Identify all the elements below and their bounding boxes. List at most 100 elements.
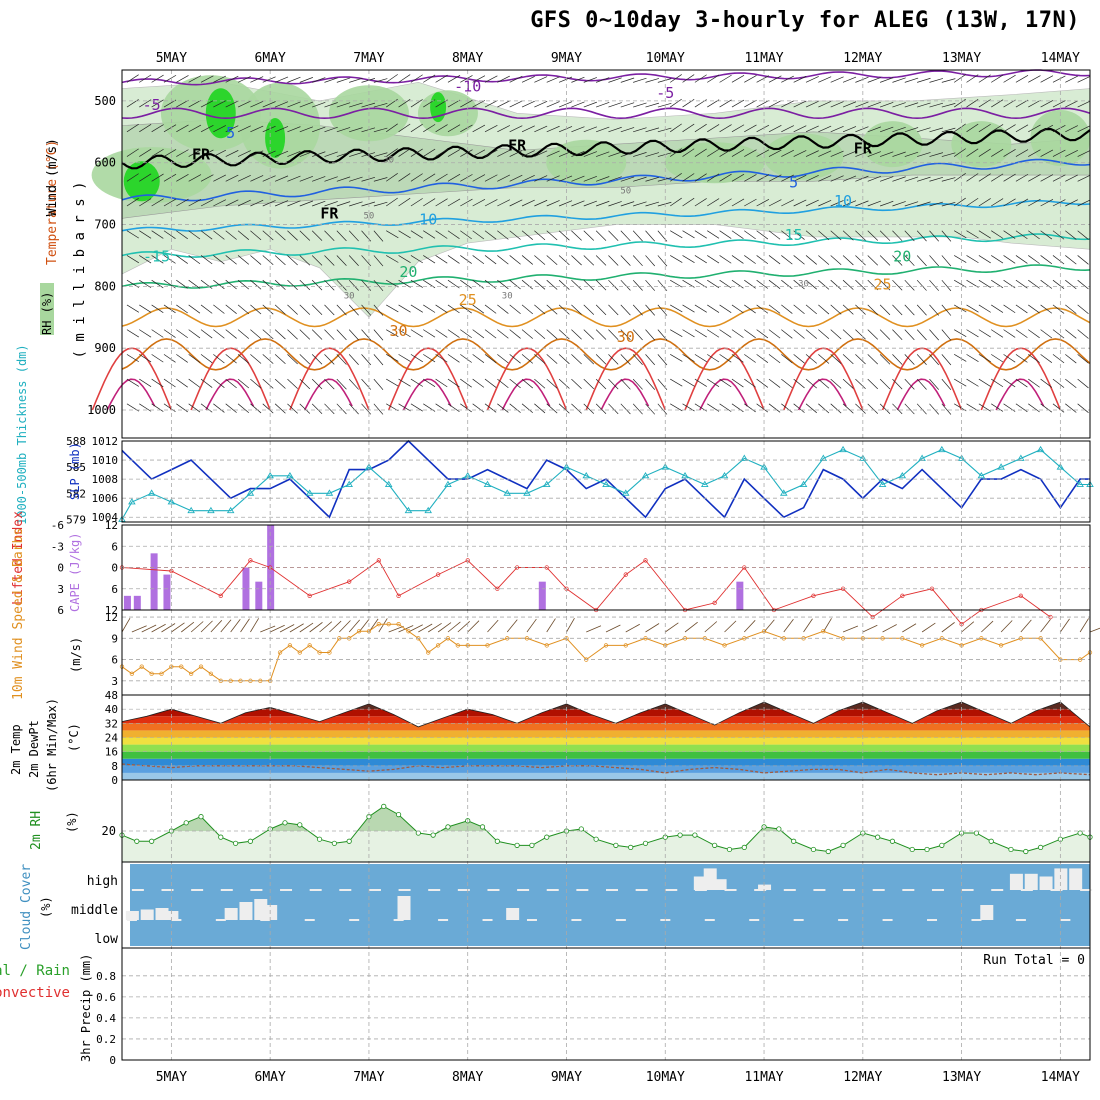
wind-barb <box>435 304 448 313</box>
wind-barb <box>447 74 461 83</box>
surface-wind-barb <box>981 620 994 633</box>
wind-barb <box>694 148 707 157</box>
wind-barb <box>682 123 695 133</box>
wind-barb <box>447 354 460 363</box>
wind-barb <box>670 173 682 182</box>
thickness-point <box>1076 480 1084 487</box>
wind-barb <box>188 329 201 339</box>
wind-barb <box>842 230 854 241</box>
thickness-point <box>345 480 353 487</box>
temp-band <box>122 723 1090 731</box>
wind-barb <box>398 74 411 83</box>
day-label-top: 12MAY <box>843 51 882 66</box>
wind-barb <box>324 378 335 390</box>
wind-barb <box>879 230 891 241</box>
wind-barb <box>916 255 927 267</box>
wind-barb <box>386 197 398 207</box>
wind-barb <box>744 403 756 413</box>
wind-barb <box>682 255 695 264</box>
wind-barb <box>336 127 351 133</box>
rh2m-point <box>331 840 337 846</box>
wind-barb <box>1003 173 1016 182</box>
wind-barb <box>1077 329 1089 339</box>
wind-speed-point <box>297 650 302 655</box>
wind-barb <box>262 255 274 265</box>
surface-wind-barb <box>230 618 241 633</box>
wind-barb <box>386 255 399 263</box>
wind-barb <box>237 174 251 182</box>
pressure-tick: 600 <box>94 156 116 170</box>
surface-wind-barb <box>1040 619 1051 633</box>
wind-barb <box>1052 354 1065 364</box>
wind-barb <box>916 230 927 242</box>
wind-barb <box>632 403 643 415</box>
wind-barb <box>348 354 359 365</box>
wind-barb <box>670 230 683 239</box>
wind-barb <box>608 279 619 291</box>
wind-barb <box>423 74 436 83</box>
wind-barb <box>534 199 548 207</box>
wind-barb <box>904 230 915 242</box>
run-total: Run Total = 0 <box>983 953 1085 968</box>
surface-wind-barb <box>240 618 250 633</box>
wind-barb <box>1015 304 1028 314</box>
wind-barb <box>472 329 485 339</box>
wind-barb <box>1040 255 1053 265</box>
wind-barb <box>941 230 952 242</box>
wind-barb <box>1065 149 1078 157</box>
wind-barb <box>744 75 757 83</box>
wind-barb <box>892 151 906 157</box>
wind-barb <box>781 75 794 83</box>
wind-barb <box>595 354 607 365</box>
isotherm-label: 5 <box>226 124 235 142</box>
wind-barb <box>805 150 819 157</box>
surface-wind-barb <box>279 624 295 633</box>
dewpoint-line <box>121 763 1091 776</box>
wind-barb <box>274 279 286 290</box>
lifted-index-point <box>396 593 401 598</box>
wind-barb <box>595 403 607 414</box>
wind-barb <box>768 279 781 289</box>
wind-barb <box>225 230 237 240</box>
wind-barb <box>447 173 461 182</box>
wind-barb <box>583 354 595 365</box>
cloud-bar-high <box>713 879 727 890</box>
wind-barb <box>1065 255 1077 265</box>
wind-barb <box>917 201 931 207</box>
wind-barb <box>509 304 521 314</box>
lifted-index-point <box>900 593 905 598</box>
wind-barb <box>670 123 682 133</box>
wind-barb <box>299 151 313 157</box>
wind-barb <box>670 148 682 157</box>
wind-barb <box>805 125 819 133</box>
wind-barb <box>793 199 807 207</box>
wind-barb <box>361 378 372 390</box>
wind-barb <box>756 100 770 108</box>
wind-barb <box>274 255 286 266</box>
wind-barb <box>571 101 585 108</box>
wind-barb <box>916 304 927 316</box>
wind-barb <box>348 230 359 242</box>
thickness-point <box>542 480 551 487</box>
wind-barb <box>805 230 817 240</box>
precip-tick: 0.8 <box>96 970 116 983</box>
isotherm-40-dome <box>600 378 650 411</box>
wind-barb <box>188 149 202 157</box>
wind-barb <box>163 255 176 264</box>
surface-wind-barb <box>921 622 936 633</box>
wind-barb <box>262 200 276 207</box>
wind-barb <box>756 403 769 413</box>
wind-barb <box>200 100 214 108</box>
wind-barb <box>904 176 919 182</box>
wind-barb <box>287 403 298 414</box>
wind-barb <box>287 76 301 83</box>
wind-barb <box>991 329 1004 338</box>
wind-barb <box>373 279 384 292</box>
wind-barb <box>620 230 631 242</box>
day-label-bottom: 11MAY <box>744 1070 783 1085</box>
wind-barb <box>1077 255 1089 265</box>
wind-barb <box>633 201 647 207</box>
wind-barb <box>707 124 720 133</box>
surface-wind-barb <box>645 623 660 633</box>
rh2m-point <box>247 838 254 844</box>
